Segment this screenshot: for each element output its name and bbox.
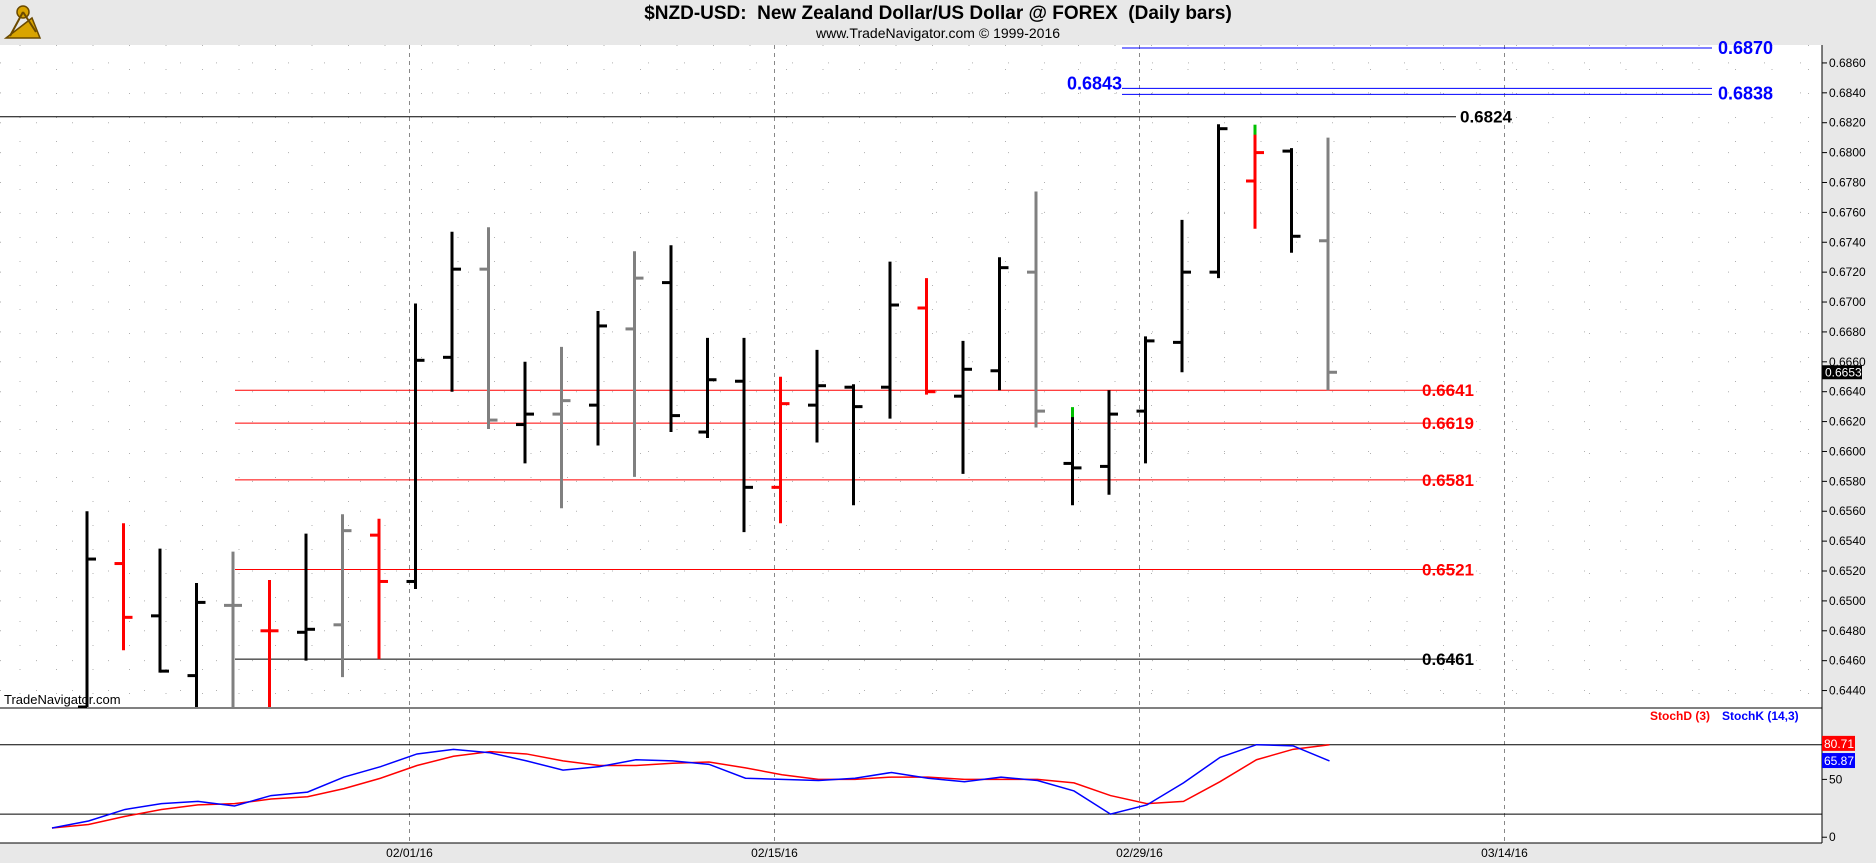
ohlc-bar <box>808 349 826 443</box>
price-tick-label: 0.6520 <box>1829 564 1866 578</box>
sextant-logo-icon <box>3 5 42 39</box>
chart-subtitle: www.TradeNavigator.com © 1999-2016 <box>815 25 1061 41</box>
price-tick-label: 0.6480 <box>1829 624 1866 638</box>
price-tick-label: 0.6640 <box>1829 385 1866 399</box>
ohlc-bar <box>1173 219 1191 373</box>
stoch-k-value-box <box>1822 753 1855 769</box>
ohlc-bar <box>771 376 790 524</box>
stoch-d-legend: StochD (3) <box>1650 709 1710 723</box>
stoch-k-line <box>51 743 1330 829</box>
plot-area <box>0 45 1822 863</box>
axes-layer: 02/01/16 02/15/16 02/29/16 03/14/16 0.6440 0.… <box>386 56 1866 860</box>
level-lines-layer: 0.6870 0.6838 0.6843 0.6824 0.6641 0.6619 0.65… <box>0 38 1773 669</box>
stoch-d-value-box <box>1822 735 1855 751</box>
ohlc-bar <box>297 533 315 661</box>
ohlc-bar <box>1136 336 1155 464</box>
price-tick-label: 0.6800 <box>1829 146 1866 160</box>
ohlc-bar <box>589 310 607 446</box>
level-label: 0.6824 <box>1460 108 1513 127</box>
price-tick-label: 0.6440 <box>1829 684 1866 698</box>
ohlc-bar <box>260 579 279 707</box>
level-label: 0.6843 <box>1067 73 1122 93</box>
price-tick-label: 0.6600 <box>1829 444 1866 458</box>
chart-title: $NZD-USD: New Zealand Dollar/US Dollar @… <box>644 3 1232 24</box>
ohlc-bar <box>187 582 206 707</box>
price-tick-label: 0.6760 <box>1829 205 1866 219</box>
price-tick-label: 0.6840 <box>1829 86 1866 100</box>
last-price-box <box>1822 365 1862 380</box>
price-tick-label: 0.6580 <box>1829 474 1866 488</box>
ohlc-bar <box>1209 124 1228 279</box>
date-tick-label: 02/29/16 <box>1116 846 1163 860</box>
ohlc-bar <box>224 551 242 707</box>
level-label: 0.6619 <box>1422 414 1474 433</box>
ohlc-bar <box>954 340 972 474</box>
ohlc-bar <box>1063 407 1082 506</box>
ohlc-bar <box>735 337 753 533</box>
ohlc-bar <box>1319 137 1337 391</box>
date-tick-label: 02/15/16 <box>751 846 798 860</box>
ohlc-bar <box>443 231 461 392</box>
level-label: 0.6521 <box>1422 561 1474 580</box>
price-tick-label: 0.6540 <box>1829 534 1866 548</box>
ohlc-bar <box>1027 191 1045 428</box>
ohlc-bar <box>662 245 680 433</box>
ohlc-bar <box>333 514 352 678</box>
price-axis-panel <box>1822 45 1876 863</box>
ohlc-bar <box>990 257 1009 391</box>
ohlc-bar <box>114 523 133 651</box>
price-tick-label: 0.6460 <box>1829 654 1866 668</box>
ohlc-bar <box>1100 390 1118 495</box>
ohlc-bar <box>844 384 863 506</box>
ohlc-bar <box>78 511 96 709</box>
level-label: 0.6641 <box>1422 381 1474 400</box>
price-tick-label: 0.6560 <box>1829 504 1866 518</box>
level-label: 0.6461 <box>1422 650 1474 669</box>
grid-layer <box>0 45 1876 863</box>
price-tick-label: 0.6720 <box>1829 265 1866 279</box>
price-tick-label: 0.6820 <box>1829 116 1866 130</box>
date-tick-label: 02/01/16 <box>386 846 433 860</box>
ohlc-bar <box>698 337 717 439</box>
ohlc-bar <box>917 278 936 395</box>
price-tick-label: 0.6700 <box>1829 295 1866 309</box>
ohlc-bar <box>406 303 425 589</box>
ohlc-bar <box>552 346 571 509</box>
price-tick-label: 0.6860 <box>1829 56 1866 70</box>
price-tick-label: 0.6680 <box>1829 325 1866 339</box>
price-tick-label: 0.6620 <box>1829 415 1866 429</box>
level-label: 0.6870 <box>1718 38 1773 58</box>
level-label: 0.6581 <box>1422 471 1474 490</box>
ohlc-bar <box>516 361 534 464</box>
watermark: TradeNavigator.com <box>4 692 121 707</box>
ohlc-bar <box>1246 124 1264 229</box>
stochastic-layer <box>0 743 1822 829</box>
stoch-tick-label: 50 <box>1829 772 1843 786</box>
price-tick-label: 0.6500 <box>1829 594 1866 608</box>
last-price-label: 0.6653 <box>1825 365 1862 379</box>
ohlc-bar <box>881 261 899 419</box>
ohlc-bar <box>370 518 388 660</box>
date-axis-panel <box>0 843 1876 863</box>
date-tick-label: 03/14/16 <box>1481 846 1528 860</box>
price-tick-label: 0.6740 <box>1829 235 1866 249</box>
level-label: 0.6838 <box>1718 83 1773 103</box>
ohlc-bar <box>151 548 169 673</box>
price-bars-layer <box>78 124 1337 709</box>
stoch-d-value: 80.71 <box>1824 737 1854 751</box>
ohlc-bar <box>479 227 498 430</box>
chart-header: $NZD-USD: New Zealand Dollar/US Dollar @… <box>0 0 1876 45</box>
price-tick-label: 0.6780 <box>1829 175 1866 189</box>
stoch-tick-label: 0 <box>1829 830 1836 844</box>
stoch-k-legend: StochK (14,3) <box>1722 709 1799 723</box>
ohlc-bar <box>1282 148 1301 253</box>
ohlc-bar <box>625 251 644 477</box>
stoch-k-value: 65.87 <box>1824 754 1854 768</box>
